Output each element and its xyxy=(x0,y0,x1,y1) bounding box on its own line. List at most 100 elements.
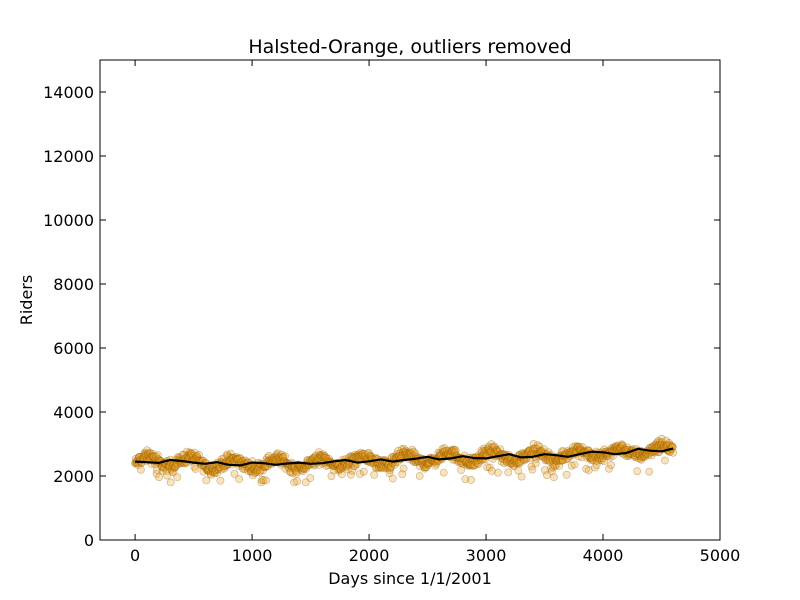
scatter-point xyxy=(208,466,217,475)
scatter-point xyxy=(269,455,277,464)
scatter-point xyxy=(576,443,584,452)
scatter-point xyxy=(180,450,188,459)
scatter-point xyxy=(529,445,538,453)
scatter-point xyxy=(540,466,549,475)
scatter-point xyxy=(193,452,202,461)
scatter-point xyxy=(545,455,554,464)
scatter-point xyxy=(379,461,388,470)
scatter-point xyxy=(370,470,378,479)
scatter-point xyxy=(657,434,666,443)
scatter-point xyxy=(153,466,161,474)
scatter-point xyxy=(214,463,223,472)
scatter-point xyxy=(397,445,406,454)
scatter-point xyxy=(356,470,364,478)
scatter-point xyxy=(134,453,143,461)
y-tick-label: 6000 xyxy=(53,339,94,358)
scatter-point xyxy=(504,468,513,477)
scatter-point xyxy=(485,446,494,455)
scatter-point xyxy=(492,445,501,454)
scatter-point xyxy=(358,450,367,458)
scatter-point xyxy=(464,459,473,467)
scatter-point xyxy=(377,463,386,471)
scatter-point xyxy=(512,459,521,467)
scatter-point xyxy=(425,459,434,468)
scatter-point xyxy=(548,456,557,465)
chart-title: Halsted-Orange, outliers removed xyxy=(248,36,571,58)
scatter-point xyxy=(461,475,470,484)
scatter-point xyxy=(183,452,192,461)
scatter-point xyxy=(654,437,663,445)
scatter-point xyxy=(316,451,325,459)
scatter-point xyxy=(449,446,458,455)
scatter-point xyxy=(213,464,222,473)
scatter-point xyxy=(636,451,644,460)
scatter-point xyxy=(203,465,212,474)
scatter-point xyxy=(549,460,558,469)
scatter-point xyxy=(618,441,627,450)
scatter-point xyxy=(139,452,148,461)
scatter-point xyxy=(422,459,431,468)
scatter-point xyxy=(658,438,666,447)
y-tick-label: 0 xyxy=(84,531,94,550)
scatter-point xyxy=(232,452,241,461)
scatter-point xyxy=(507,460,516,468)
scatter-point xyxy=(342,462,351,471)
scatter-point xyxy=(633,467,642,476)
scatter-point xyxy=(612,442,620,450)
scatter-point xyxy=(228,453,237,462)
scatter-point xyxy=(320,451,329,460)
scatter-point xyxy=(394,451,403,460)
scatter-point xyxy=(377,461,386,469)
scatter-point xyxy=(420,461,429,470)
scatter-point xyxy=(148,449,157,458)
scatter-point xyxy=(584,466,593,475)
scatter-point xyxy=(292,469,301,478)
scatter-point xyxy=(644,451,653,460)
scatter-point xyxy=(207,464,216,473)
scatter-point xyxy=(483,447,492,456)
scatter-point xyxy=(191,465,200,473)
scatter-point xyxy=(233,455,242,463)
y-tick-label: 8000 xyxy=(53,275,94,294)
scatter-point xyxy=(402,448,410,457)
scatter-point xyxy=(329,462,338,471)
scatter-point xyxy=(274,453,283,461)
scatter-point xyxy=(450,445,458,454)
scatter-point xyxy=(219,454,228,463)
scatter-point xyxy=(551,462,559,471)
scatter-point xyxy=(386,462,395,471)
scatter-point xyxy=(204,466,212,474)
scatter-point xyxy=(511,457,519,466)
plot-frame xyxy=(99,59,721,541)
scatter-point xyxy=(574,442,582,451)
scatter-point xyxy=(524,446,533,455)
scatter-point xyxy=(487,440,496,449)
scatter-point xyxy=(598,454,607,463)
scatter-point xyxy=(155,473,163,482)
scatter-point xyxy=(302,464,311,473)
scatter-point xyxy=(609,443,618,452)
scatter-point xyxy=(164,461,173,470)
scatter-point xyxy=(243,466,252,475)
scatter-point xyxy=(359,467,368,476)
scatter-point xyxy=(617,440,626,449)
scatter-point xyxy=(570,460,579,469)
scatter-point xyxy=(483,463,492,472)
scatter-point xyxy=(249,465,258,474)
scatter-point xyxy=(661,456,669,465)
scatter-point xyxy=(168,461,177,470)
scatter-point xyxy=(631,451,640,460)
scatter-point xyxy=(259,466,267,475)
scatter-point xyxy=(165,462,174,471)
scatter-point xyxy=(663,440,672,449)
scatter-point xyxy=(319,450,328,459)
scatter-point xyxy=(235,453,244,462)
scatter-point xyxy=(342,462,351,471)
scatter-point xyxy=(256,466,265,475)
scatter-point xyxy=(450,448,459,456)
scatter-point xyxy=(212,466,221,475)
scatter-point xyxy=(392,450,401,458)
scatter-point xyxy=(210,469,219,478)
scatter-point xyxy=(551,456,560,464)
scatter-point xyxy=(347,452,356,461)
